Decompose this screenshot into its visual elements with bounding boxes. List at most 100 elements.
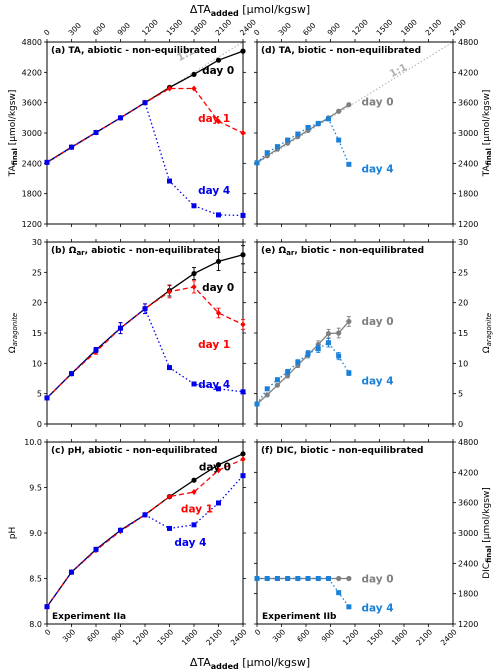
experiment-label-left: Experiment IIa <box>52 612 126 622</box>
data-point <box>216 212 221 218</box>
series-label: day 4 <box>362 602 394 614</box>
data-point <box>215 309 222 316</box>
panel-title: (b) Ωar, abiotic - non-equilibrated <box>51 246 220 257</box>
data-point <box>254 160 260 166</box>
data-point <box>240 252 246 258</box>
data-point <box>346 161 352 167</box>
y-axis-label: Ωaragonite <box>8 313 19 354</box>
data-point <box>191 489 197 496</box>
data-point <box>305 124 311 130</box>
panel-title: (f) DIC, biotic - non-equilibrated <box>261 446 423 456</box>
series-day-4 <box>44 303 246 401</box>
x-tick-label-top: 1200 <box>140 17 160 37</box>
panel-c: 0 300 600 900 1200 1500 1800 2100 2400 8.0 8.5 9.0 9… <box>8 438 249 647</box>
data-point <box>346 318 352 325</box>
data-point <box>336 575 342 582</box>
data-point <box>118 325 123 331</box>
series-line <box>46 458 244 608</box>
y-tick-label: 1800 <box>458 590 478 599</box>
y-tick-label: 3600 <box>22 99 42 108</box>
series-day-0 <box>44 245 246 401</box>
data-point <box>325 340 331 346</box>
y-tick-label: 8.0 <box>29 620 42 629</box>
data-point <box>191 203 197 209</box>
y-tick-label: 1200 <box>22 220 42 229</box>
y-tick-label: 4200 <box>458 468 478 477</box>
series-label: day 0 <box>202 65 234 77</box>
data-point <box>325 116 331 122</box>
data-point <box>167 525 172 531</box>
panel-title: (a) TA, abiotic - non-equilibrated <box>51 46 217 56</box>
data-point <box>167 178 172 184</box>
series-day-0 <box>44 451 246 610</box>
x-tick-label: 1200 <box>131 627 151 647</box>
data-point <box>305 351 311 357</box>
y-tick-label: 1200 <box>458 220 478 229</box>
x-tick-label: 0 <box>43 627 53 637</box>
data-point <box>264 386 270 392</box>
data-point <box>69 144 74 150</box>
data-point <box>191 381 197 387</box>
bottom-axis-label: ΔTAadded [µmol/kgsw] <box>190 656 310 671</box>
x-tick-label-top: 2100 <box>214 17 234 37</box>
series-line <box>256 321 350 405</box>
series-label: day 0 <box>199 462 231 474</box>
panel-title: (c) pH, abiotic - non-equilibrated <box>51 446 217 456</box>
x-tick-label-top: 300 <box>67 21 84 38</box>
y-tick-label: 9.5 <box>29 484 42 493</box>
series-label: day 4 <box>362 375 394 387</box>
y-tick-label: 3600 <box>458 99 478 108</box>
data-point <box>191 85 197 92</box>
x-tick-label-top: 1500 <box>375 17 395 37</box>
data-point <box>240 212 246 218</box>
series-line <box>46 475 244 608</box>
plot-frame <box>256 41 454 225</box>
x-tick-label: 0 <box>253 627 263 637</box>
series-line <box>46 254 244 399</box>
data-point <box>93 129 99 135</box>
y-tick-label: 0 <box>458 420 463 429</box>
series-day-1 <box>44 456 246 610</box>
data-point <box>295 359 301 365</box>
y-tick-label: 1800 <box>458 190 478 199</box>
series-label: day 1 <box>198 339 230 351</box>
data-point <box>191 477 197 483</box>
experiment-label-right: Experiment IIb <box>262 612 337 622</box>
data-point <box>295 131 301 137</box>
y-tick-label: 30 <box>458 238 468 247</box>
x-tick-label: 1800 <box>390 627 410 647</box>
data-point <box>325 576 331 581</box>
series-label: day 0 <box>362 316 394 328</box>
series-label: day 0 <box>362 574 394 586</box>
x-tick-label-top: 600 <box>301 21 318 38</box>
y-tick-label: 25 <box>32 268 42 277</box>
y-tick-label: 10 <box>458 359 468 368</box>
x-tick-label-top: 0 <box>42 28 52 38</box>
y-tick-label: 4200 <box>22 68 42 77</box>
y-tick-label: 5 <box>37 390 42 399</box>
x-tick-label-top: 300 <box>277 21 294 38</box>
x-tick-label: 2400 <box>229 627 249 647</box>
series-day-4 <box>44 473 246 610</box>
data-point <box>142 512 148 518</box>
series-day-4 <box>254 338 352 407</box>
y-tick-label: 10.0 <box>24 438 42 447</box>
data-point <box>118 527 123 533</box>
series-label: day 1 <box>181 503 213 515</box>
data-point <box>285 576 291 581</box>
data-point <box>336 353 342 359</box>
x-tick-label: 1800 <box>180 627 200 647</box>
y-tick-label: 30 <box>32 238 42 247</box>
data-point <box>336 108 342 114</box>
data-point <box>274 377 280 383</box>
panel-b: 0 5 10 15 20 25 30 Ωaragonite day 0 day 1 day 4 (b)… <box>8 238 246 429</box>
y-tick-label: 1800 <box>22 190 42 199</box>
series-day-0 <box>254 102 352 166</box>
x-tick-label-top: 1500 <box>165 17 185 37</box>
data-point <box>93 347 99 353</box>
data-point <box>346 370 352 376</box>
x-tick-label-top: 2100 <box>424 17 444 37</box>
data-point <box>93 546 99 552</box>
data-point <box>240 321 246 328</box>
plot-frame <box>256 441 454 625</box>
